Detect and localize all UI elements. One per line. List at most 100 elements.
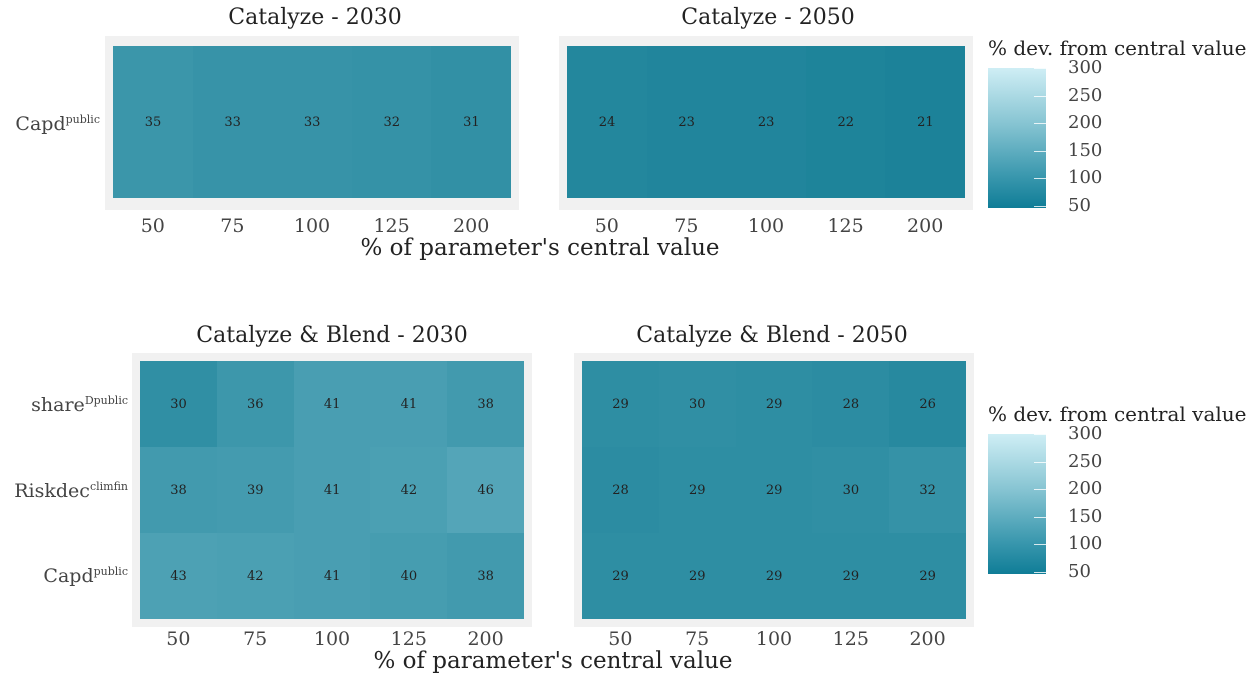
x-tick-label: 100 — [293, 215, 331, 237]
chart-title-catalyze-2030: Catalyze - 2030 — [228, 5, 402, 30]
legend-title-top: % dev. from central value — [988, 36, 1247, 60]
x-tick-label: 50 — [166, 628, 191, 650]
heatmap-cell: 29 — [658, 447, 736, 533]
x-tick-label: 200 — [467, 628, 504, 650]
x-tick-label: 75 — [685, 628, 710, 650]
x-tick-label: 125 — [390, 628, 427, 650]
heatmap-cell: 38 — [140, 447, 217, 533]
x-tick-label: 200 — [909, 628, 946, 650]
chart-title-catalyze-blend-2030: Catalyze & Blend - 2030 — [196, 323, 468, 348]
legend-tick-mark — [1034, 123, 1046, 125]
x-axis-label-top: % of parameter's central value — [360, 235, 720, 261]
x-tick-label: 125 — [373, 215, 410, 237]
heatmap-cell: 38 — [447, 361, 525, 447]
row-label-capd-public: Capdpublic — [43, 565, 128, 587]
heatmap-cell: 43 — [140, 533, 217, 619]
heatmap-cell: 29 — [735, 533, 813, 619]
legend-tick-mark — [1034, 516, 1046, 518]
legend-tick-mark — [1034, 95, 1046, 97]
legend-colorbar-top — [988, 68, 1046, 208]
heatmap-cell: 30 — [140, 361, 217, 447]
x-tick-label: 50 — [608, 628, 633, 650]
x-tick-label: 200 — [453, 215, 490, 237]
x-tick-label: 100 — [755, 628, 793, 650]
chart-title-catalyze-2050: Catalyze - 2050 — [681, 5, 855, 30]
heatmap-cell: 41 — [370, 361, 448, 447]
heatmap-cell: 32 — [351, 46, 432, 198]
heatmap-cell: 28 — [812, 361, 890, 447]
heatmap-cell: 29 — [582, 361, 659, 447]
legend-tick-mark — [1034, 571, 1046, 573]
heatmap-cell: 33 — [192, 46, 273, 198]
heatmap-cell: 36 — [216, 361, 294, 447]
heatmap-cell: 29 — [582, 533, 659, 619]
heatmap-cell: 32 — [889, 447, 967, 533]
heatmap-cell: 30 — [658, 361, 736, 447]
legend-colorbar-bottom — [988, 434, 1046, 574]
x-tick-label: 125 — [832, 628, 869, 650]
chart-title-catalyze-blend-2050: Catalyze & Blend - 2050 — [636, 323, 908, 348]
heatmap-cell: 30 — [812, 447, 890, 533]
x-tick-label: 75 — [243, 628, 268, 650]
legend-tick-label: 300 — [1068, 423, 1103, 444]
heatmap-cell: 29 — [735, 447, 813, 533]
heatmap-panel-catalyze-blend-2050: 29 30 29 28 26 28 29 29 30 32 29 29 29 29 29 — [574, 353, 974, 627]
heatmap-cell: 29 — [658, 533, 736, 619]
x-tick-label: 75 — [220, 215, 245, 237]
x-tick-label: 50 — [594, 215, 619, 237]
heatmap-cell: 41 — [293, 361, 371, 447]
heatmap-cell: 22 — [805, 46, 886, 198]
heatmap-cell: 24 — [567, 46, 647, 198]
legend-tick-mark — [1034, 178, 1046, 180]
heatmap-panel-catalyze-2030: 35 33 33 32 31 — [105, 36, 519, 210]
legend-tick-mark — [1034, 434, 1046, 435]
heatmap-cell: 21 — [885, 46, 966, 198]
legend-tick-label: 200 — [1068, 478, 1103, 500]
legend-tick-label: 50 — [1068, 194, 1091, 216]
legend-title-bottom: % dev. from central value — [988, 402, 1247, 426]
legend-tick-label: 150 — [1068, 139, 1103, 161]
x-axis-label-bottom: % of parameter's central value — [373, 648, 733, 674]
legend-tick-label: 200 — [1068, 112, 1103, 134]
row-label-capd-public: Capdpublic — [15, 113, 100, 135]
x-tick-label: 50 — [140, 215, 165, 237]
legend-tick-label: 300 — [1068, 57, 1103, 78]
heatmap-cell: 26 — [889, 361, 967, 447]
legend-tick-label: 250 — [1068, 84, 1103, 106]
legend-tick-mark — [1034, 544, 1046, 546]
heatmap-cell: 42 — [370, 447, 448, 533]
x-tick-label: 125 — [827, 215, 864, 237]
heatmap-cell: 41 — [293, 533, 371, 619]
x-tick-label: 200 — [907, 215, 944, 237]
heatmap-cell: 31 — [431, 46, 512, 198]
heatmap-cell: 23 — [646, 46, 727, 198]
x-tick-label: 75 — [674, 215, 699, 237]
heatmap-cell: 46 — [447, 447, 525, 533]
heatmap-cell: 38 — [447, 533, 525, 619]
row-label-share-dpublic: shareDpublic — [31, 394, 128, 416]
legend-tick-mark — [1034, 150, 1046, 152]
legend-tick-label: 50 — [1068, 560, 1091, 582]
heatmap-cell: 40 — [370, 533, 448, 619]
row-label-riskdec-climfin: Riskdecclimfin — [14, 480, 128, 502]
heatmap-cell: 23 — [726, 46, 807, 198]
heatmap-panel-catalyze-2050: 24 23 23 22 21 — [559, 36, 973, 210]
legend-tick-mark — [1034, 489, 1046, 491]
heatmap-cell: 28 — [582, 447, 659, 533]
heatmap-cell: 29 — [812, 533, 890, 619]
heatmap-cell: 39 — [216, 447, 294, 533]
heatmap-cell: 42 — [216, 533, 294, 619]
legend-tick-mark — [1034, 205, 1046, 207]
heatmap-cell: 33 — [272, 46, 353, 198]
x-tick-label: 100 — [313, 628, 351, 650]
heatmap-cell: 35 — [113, 46, 193, 198]
legend-tick-label: 150 — [1068, 505, 1103, 527]
legend-tick-mark — [1034, 461, 1046, 463]
heatmap-panel-catalyze-blend-2030: 30 36 41 41 38 38 39 41 42 46 43 42 41 40 38 — [132, 353, 532, 627]
heatmap-cell: 29 — [889, 533, 967, 619]
legend-tick-mark — [1034, 68, 1046, 69]
x-tick-label: 100 — [747, 215, 785, 237]
legend-tick-label: 100 — [1068, 167, 1103, 189]
heatmap-cell: 41 — [293, 447, 371, 533]
heatmap-cell: 29 — [735, 361, 813, 447]
